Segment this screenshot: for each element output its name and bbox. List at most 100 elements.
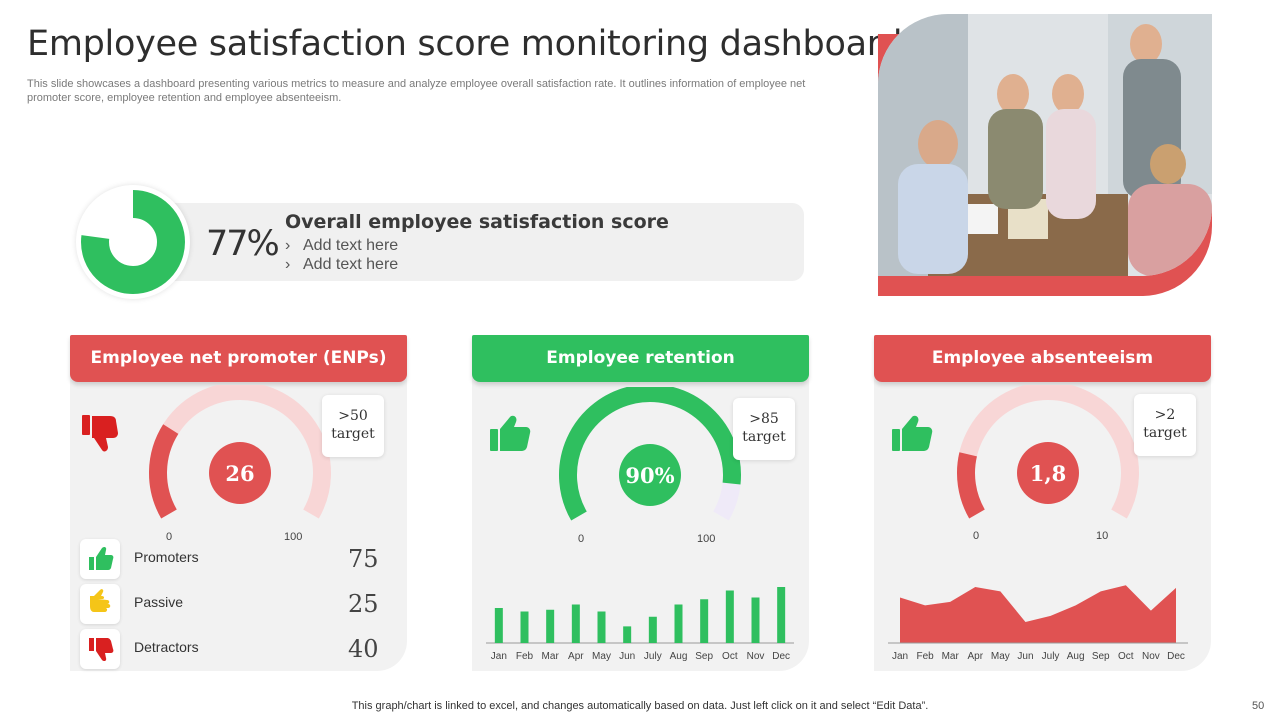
sideways-thumb-icon	[80, 584, 120, 624]
x-tick-label: Dec	[1167, 651, 1185, 662]
gauge-value: 1,8	[1030, 461, 1067, 486]
x-tick-label: Dec	[772, 651, 790, 662]
bar	[597, 611, 606, 643]
absenteeism-area-chart: Jan Feb Mar Apr May Jun July Aug Sep Oct Nov Dec	[888, 585, 1188, 662]
enps-card-title: Employee net promoter (ENPs)	[70, 335, 407, 382]
gauge-max-label: 10	[1096, 530, 1109, 542]
page-number: 50	[1252, 700, 1265, 712]
score-item: › Add text here	[285, 256, 399, 273]
x-tick-label: July	[644, 651, 662, 662]
legend-label: Promoters	[134, 549, 199, 565]
x-tick-label: Feb	[916, 651, 934, 662]
score-item-text: Add text here	[303, 237, 399, 254]
target-label: target	[742, 429, 786, 445]
x-tick-label: Jan	[491, 651, 507, 662]
bar	[520, 611, 529, 643]
bar	[494, 608, 503, 643]
score-donut	[76, 185, 190, 299]
retention-card-title: Employee retention	[472, 335, 809, 382]
absenteeism-card-title: Employee absenteeism	[874, 335, 1211, 382]
gauge-fill	[559, 387, 741, 521]
legend-label: Detractors	[134, 639, 199, 655]
target-value: >50	[338, 408, 368, 424]
thumbs-down-icon	[80, 629, 120, 669]
target-value: >2	[1154, 407, 1176, 423]
enps-target-badge: >50 target	[322, 395, 384, 457]
thumbs-up-icon	[490, 415, 531, 451]
gauge-min-label: 0	[578, 533, 585, 545]
thumbs-up-icon	[892, 415, 933, 451]
bar	[571, 604, 580, 643]
gauge-value: 90%	[625, 463, 674, 488]
legend-value: 25	[348, 590, 379, 618]
legend-row-passive: Passive 25	[80, 584, 400, 626]
gauge-min-label: 0	[166, 531, 173, 543]
score-value: 77%	[206, 224, 280, 264]
bar	[546, 609, 555, 643]
legend-value: 75	[348, 545, 379, 573]
page-title: Employee satisfaction score monitoring d…	[27, 24, 903, 64]
x-tick-label: Nov	[1142, 651, 1160, 662]
x-tick-label: Aug	[1067, 651, 1085, 662]
score-title: Overall employee satisfaction score	[285, 211, 669, 233]
bar	[725, 590, 734, 643]
x-tick-label: Mar	[542, 651, 560, 662]
x-tick-label: Jun	[619, 651, 635, 662]
x-tick-label: Oct	[1118, 651, 1134, 662]
x-tick-label: July	[1042, 651, 1060, 662]
retention-gauge: 90%	[559, 387, 741, 521]
score-item: › Add text here	[285, 237, 399, 254]
target-value: >85	[749, 411, 779, 427]
score-donut-arc	[81, 190, 185, 294]
absenteeism-card: Employee absenteeism 1,8 >2 target 0 10 …	[874, 335, 1211, 671]
legend-value: 40	[348, 635, 379, 663]
x-tick-label: May	[592, 651, 611, 662]
x-tick-label: Apr	[568, 651, 584, 662]
team-photo	[878, 14, 1212, 276]
x-tick-label: Jun	[1017, 651, 1033, 662]
bar	[648, 616, 657, 643]
gauge-value: 26	[225, 461, 254, 486]
bar	[623, 626, 632, 643]
retention-card: Employee retention 90% >85 target 0 100 …	[472, 335, 809, 671]
bar	[751, 597, 760, 643]
x-tick-label: Mar	[942, 651, 960, 662]
team-photo-frame	[878, 14, 1212, 296]
x-tick-label: Feb	[516, 651, 534, 662]
x-tick-label: Jan	[892, 651, 908, 662]
bar	[700, 599, 709, 643]
legend-row-promoters: Promoters 75	[80, 539, 400, 581]
score-banner	[170, 203, 804, 281]
bar	[777, 587, 786, 643]
x-tick-label: May	[991, 651, 1010, 662]
gauge-center	[209, 442, 271, 504]
gauge-max-label: 100	[284, 531, 303, 543]
x-tick-label: Oct	[722, 651, 738, 662]
area-series	[900, 585, 1176, 643]
gauge-fill	[957, 452, 985, 519]
retention-bar-chart: Jan Feb Mar Apr May Jun July Aug Sep Oct Nov Dec	[486, 587, 794, 662]
x-tick-label: Nov	[747, 651, 765, 662]
x-tick-label: Aug	[670, 651, 688, 662]
gauge-center	[619, 444, 681, 506]
absenteeism-gauge: 1,8	[957, 385, 1139, 519]
legend-row-detractors: Detractors 40	[80, 629, 400, 671]
legend-label: Passive	[134, 594, 184, 610]
score-item-text: Add text here	[303, 256, 399, 273]
x-tick-label: Sep	[695, 651, 713, 662]
gauge-min-label: 0	[973, 530, 980, 542]
footer-note: This graph/chart is linked to excel, and…	[351, 700, 929, 712]
thumbs-down-icon	[82, 415, 118, 452]
retention-target-badge: >85 target	[733, 398, 795, 460]
gauge-fill	[149, 424, 179, 519]
target-label: target	[1143, 425, 1187, 441]
gauge-max-label: 100	[697, 533, 716, 545]
absenteeism-target-badge: >2 target	[1134, 394, 1196, 456]
page-subtitle: This slide showcases a dashboard present…	[27, 78, 806, 104]
x-tick-label: Apr	[967, 651, 983, 662]
thumbs-up-icon	[80, 539, 120, 579]
gauge-center	[1017, 442, 1079, 504]
target-label: target	[331, 426, 375, 442]
x-tick-label: Sep	[1092, 651, 1110, 662]
enps-gauge: 26	[149, 385, 331, 519]
